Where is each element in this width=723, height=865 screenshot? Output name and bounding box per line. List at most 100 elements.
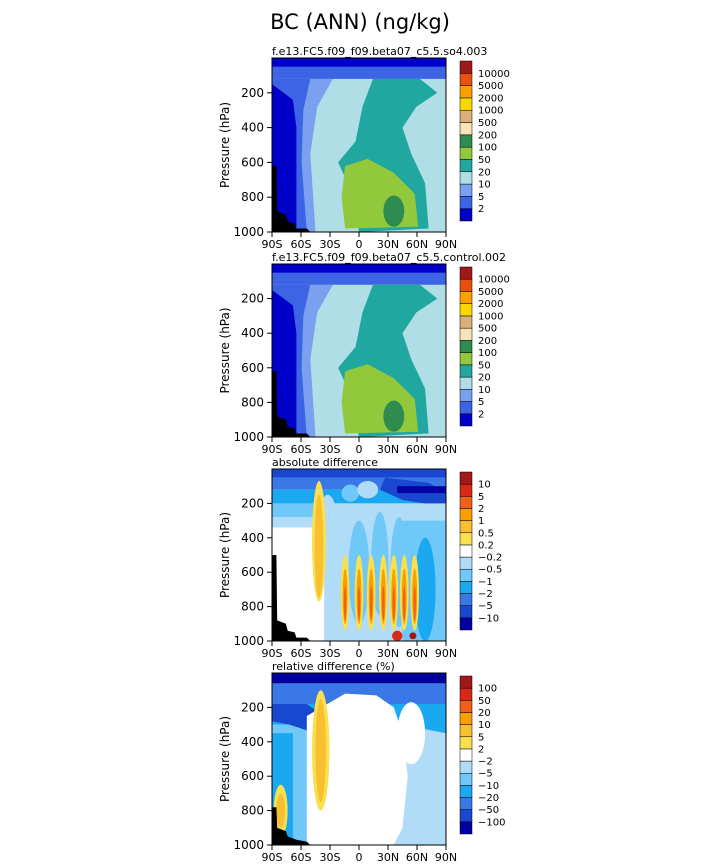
- colorbar-box: [459, 675, 473, 689]
- figure-title: BC (ANN) (ng/kg): [270, 10, 450, 34]
- land-mask: [272, 807, 311, 845]
- y-tick-label: 1000: [233, 430, 264, 444]
- colorbar-label: 5: [478, 192, 484, 203]
- colorbar-box: [459, 700, 473, 713]
- colorbar-box: [459, 544, 473, 558]
- x-tick-label: 90N: [435, 647, 457, 660]
- panel-subtitle: f.e13.FC5.f09_f09.beta07_c5.5.so4.003: [272, 45, 487, 58]
- colorbar-label: 200: [478, 130, 497, 141]
- contour-neg-10: [397, 486, 446, 494]
- colorbar-label: 10: [478, 180, 491, 191]
- contour-neg-1: [414, 537, 436, 641]
- contour-pos-2: [392, 585, 396, 621]
- colorbar-box: [459, 60, 473, 74]
- contour-near-zero: [306, 693, 408, 845]
- colorbar-label: −2: [478, 757, 493, 768]
- contour-lt2: [272, 289, 297, 437]
- panel-3: absolute difference Pressure (hPa) 200 400 6…: [218, 456, 502, 660]
- land-mask: [272, 555, 311, 641]
- colorbar-box: [459, 760, 473, 774]
- x-tick-label: 30S: [320, 238, 341, 251]
- colorbar-label: −1: [478, 577, 493, 588]
- y-tick-label: 400: [241, 735, 264, 749]
- colorbar-label: 200: [478, 336, 497, 347]
- contour-neg-0.2: [357, 481, 379, 499]
- colorbar-box: [459, 340, 473, 353]
- y-tick-label: 600: [241, 769, 264, 783]
- colorbar-box: [459, 85, 473, 99]
- colorbar-box: [459, 278, 473, 292]
- colorbar-box: [459, 171, 473, 185]
- colorbar-box: [459, 401, 473, 415]
- contour-pos-2: [369, 585, 373, 621]
- colorbar-label: 0.2: [478, 540, 494, 551]
- plot-area: [272, 469, 446, 641]
- y-tick-label: 400: [241, 121, 264, 135]
- y-tick-label: 400: [241, 326, 264, 340]
- colorbar-box: [459, 471, 473, 485]
- x-tick-label: 0: [356, 647, 363, 660]
- y-axis-label: Pressure (hPa): [218, 307, 232, 393]
- colorbar-box: [459, 376, 473, 390]
- contour-lt2: [272, 84, 297, 232]
- contour-neg-5: [272, 469, 446, 478]
- colorbar-box: [459, 809, 473, 823]
- contour-neg-20: [272, 683, 446, 704]
- colorbar-label: 1000: [478, 311, 503, 322]
- y-tick-label: 200: [241, 700, 264, 714]
- colorbar-label: 50: [478, 696, 491, 707]
- land-mask: [272, 371, 311, 437]
- x-tick-label: 90N: [435, 238, 457, 251]
- colorbar-label: −100: [478, 817, 505, 828]
- colorbar-label: 20: [478, 708, 491, 719]
- colorbar-label: 10: [478, 385, 491, 396]
- x-tick-label: 60N: [406, 238, 428, 251]
- colorbar-box: [459, 159, 473, 173]
- y-tick-label: 400: [241, 531, 264, 545]
- y-axis-label: Pressure (hPa): [218, 716, 232, 802]
- contour-pos-2: [403, 585, 406, 621]
- contour-pos-2: [343, 585, 347, 621]
- colorbar-label: 50: [478, 360, 491, 371]
- colorbar-label: 10: [478, 720, 491, 731]
- colorbar-box: [459, 327, 473, 341]
- x-tick-label: 30S: [320, 443, 341, 456]
- x-tick-label: 90S: [262, 443, 283, 456]
- x-tick-label: 90N: [435, 443, 457, 456]
- colorbar-box: [459, 208, 473, 222]
- colorbar-label: 5000: [478, 287, 503, 298]
- contour-pos-0.5: [314, 494, 324, 598]
- colorbar-box: [459, 315, 473, 329]
- colorbar-label: 5: [478, 732, 484, 743]
- colorbar-label: 50: [478, 155, 491, 166]
- colorbar-label: 2: [478, 204, 484, 215]
- colorbar-box: [459, 413, 473, 427]
- y-tick-label: 200: [241, 86, 264, 100]
- land-mask: [272, 165, 311, 232]
- y-tick-label: 800: [241, 190, 264, 204]
- contour-pos-5: [392, 630, 403, 641]
- x-tick-label: 30N: [377, 851, 399, 864]
- colorbar-box: [459, 196, 473, 209]
- colorbar-label: 1000: [478, 106, 503, 117]
- contour-pos-2: [357, 585, 361, 621]
- y-tick-label: 200: [241, 292, 264, 306]
- y-tick-label: 800: [241, 600, 264, 614]
- colorbar-label: 20: [478, 373, 491, 384]
- colorbar-label: −50: [478, 805, 499, 816]
- colorbar-box: [459, 303, 473, 317]
- colorbar-box: [459, 183, 473, 197]
- colorbar-box: [459, 97, 473, 111]
- x-tick-label: 90N: [435, 851, 457, 864]
- colorbar-label: −10: [478, 613, 499, 624]
- colorbar-box: [459, 122, 473, 136]
- colorbar-label: 5: [478, 492, 484, 503]
- y-axis-label: Pressure (hPa): [218, 512, 232, 598]
- colorbar-label: 10: [478, 480, 491, 491]
- colorbar-box: [459, 389, 473, 402]
- y-tick-label: 600: [241, 155, 264, 169]
- colorbar-box: [459, 134, 473, 148]
- y-tick-label: 1000: [233, 634, 264, 648]
